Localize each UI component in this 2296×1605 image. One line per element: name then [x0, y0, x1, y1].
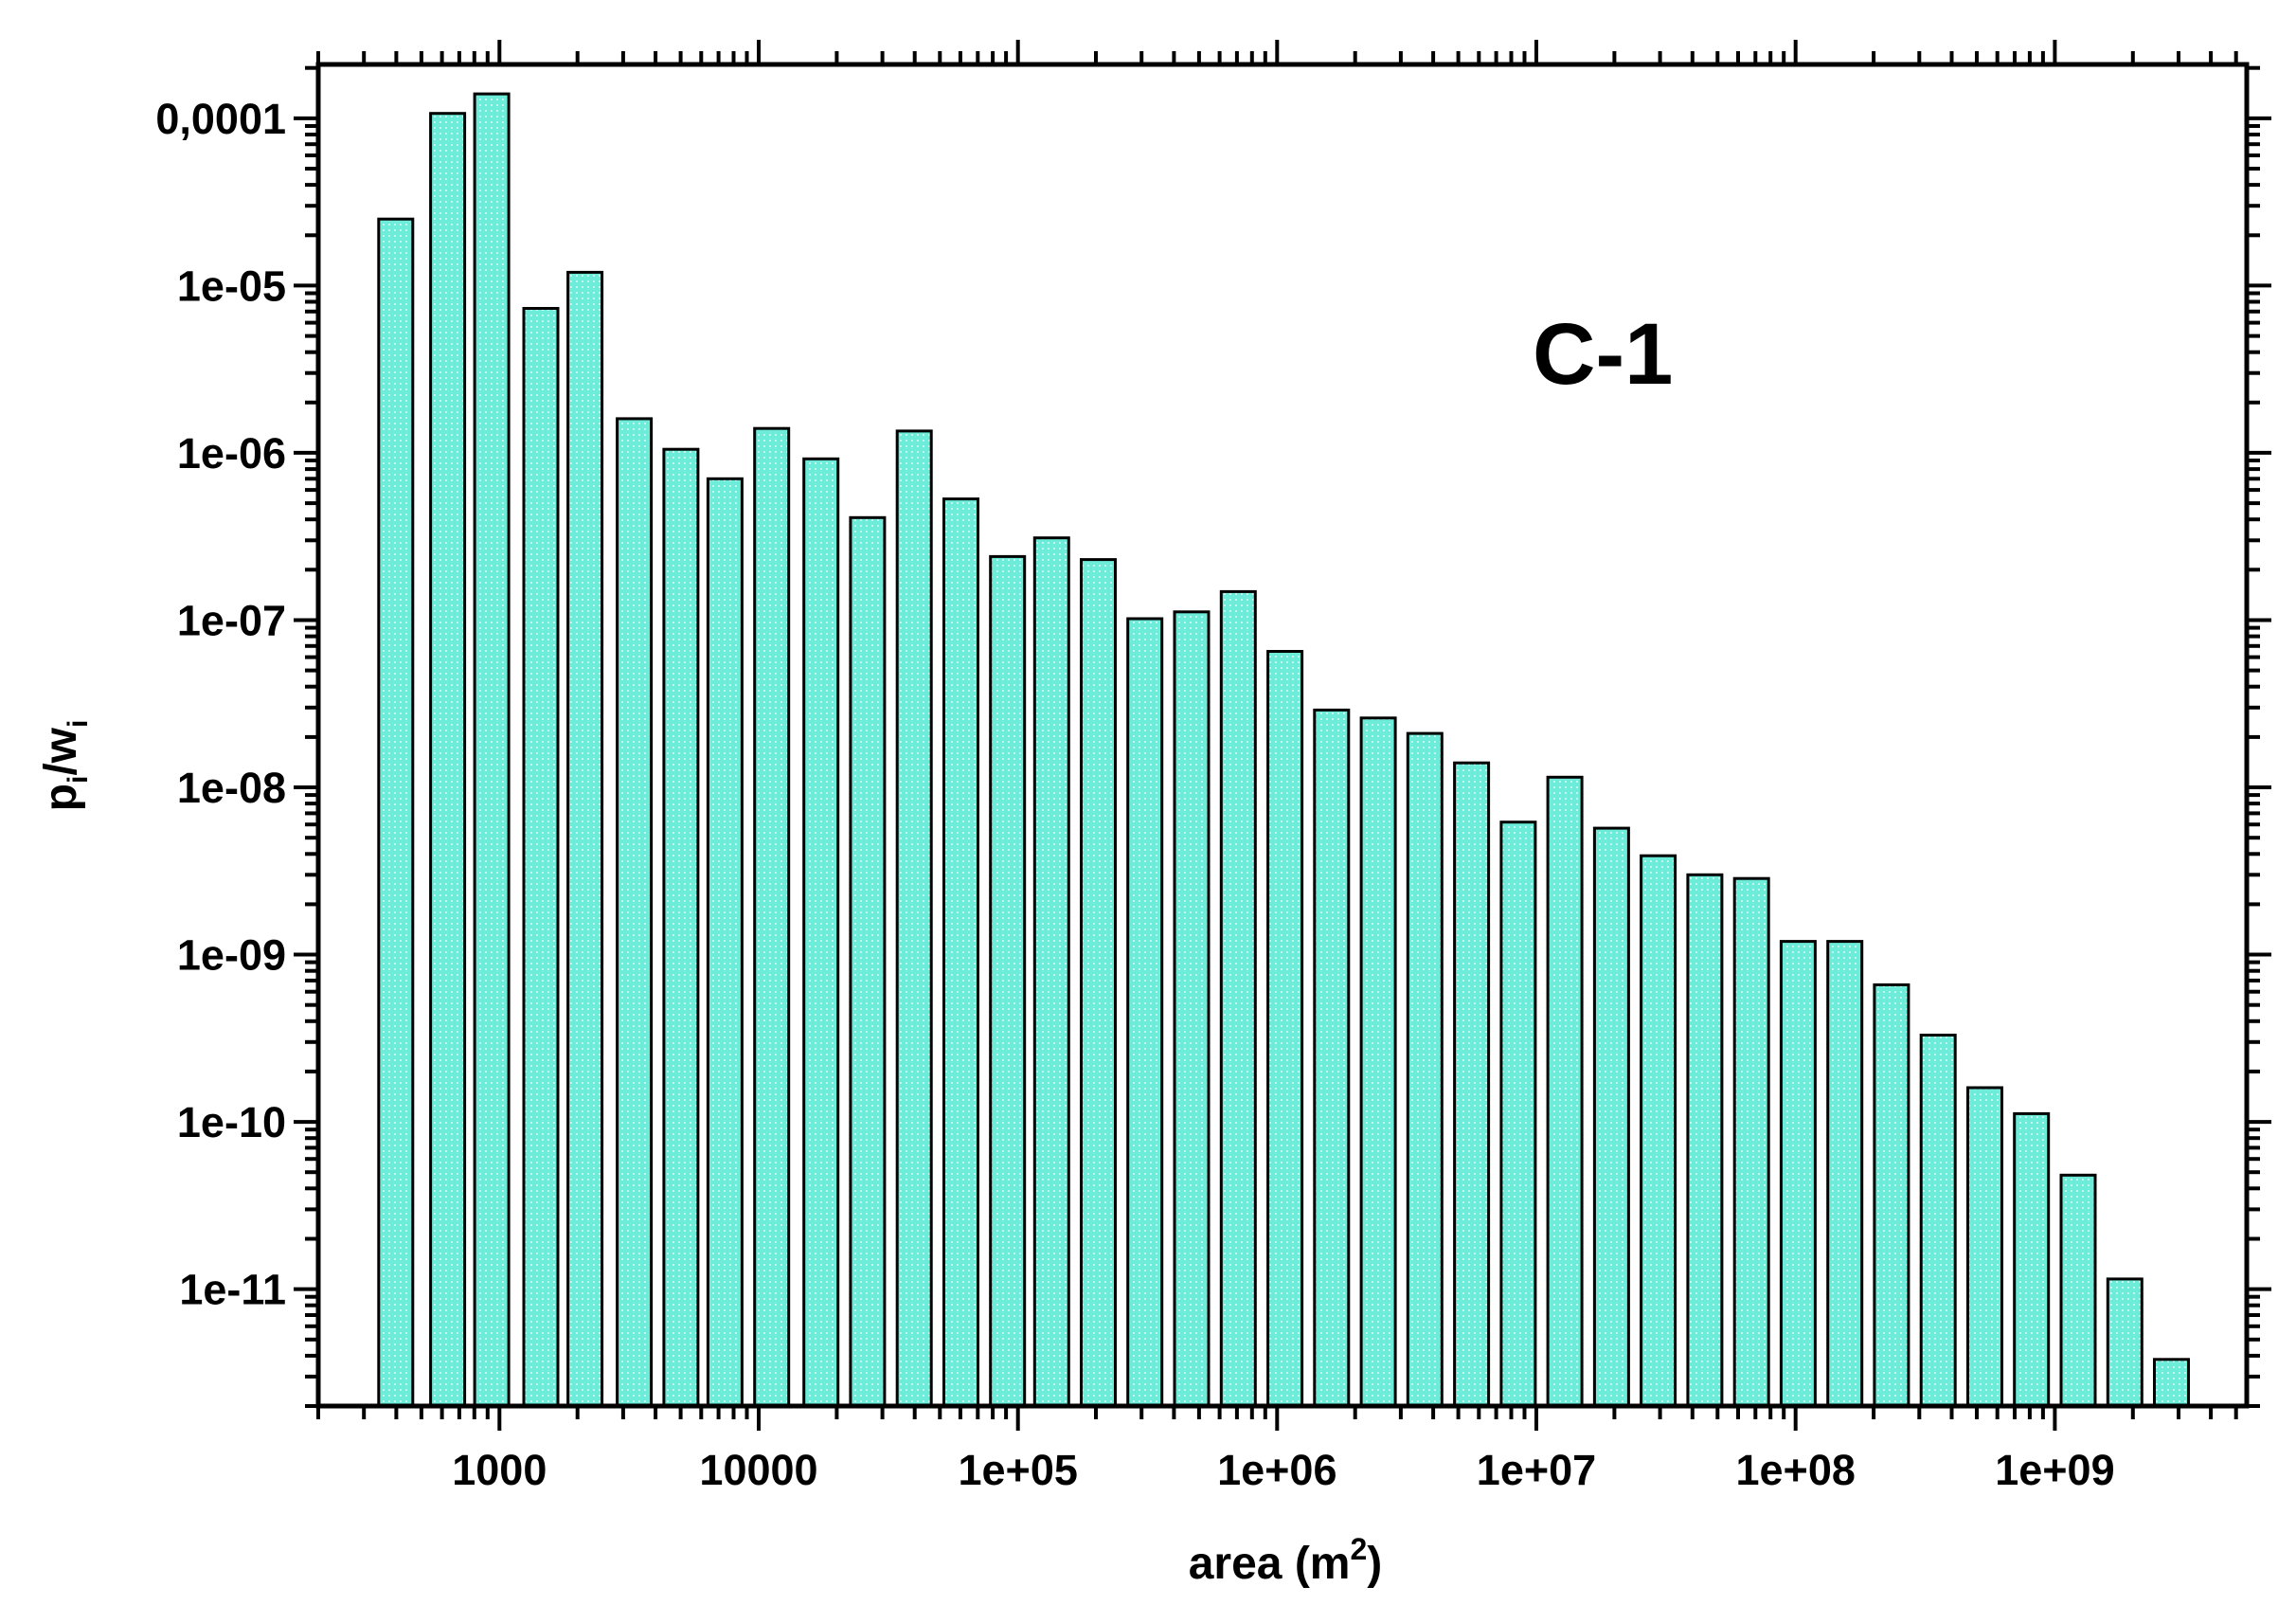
bar-23	[1406, 731, 1444, 1408]
x-tick-label: 10000	[699, 1446, 817, 1494]
y-tick-label: 1e-09	[177, 931, 286, 980]
bar-22	[1359, 716, 1397, 1408]
y-tick-label: 1e-10	[177, 1098, 286, 1146]
x-tick-labels: 1000 10000 1e+05 1e+06 1e+07 1e+08 1e+09	[452, 1446, 2114, 1494]
bar-28	[1640, 854, 1677, 1408]
y-axis-title-p: p	[36, 784, 86, 811]
bars-group	[377, 92, 2190, 1408]
y-tick-label: 1e-05	[177, 261, 286, 310]
bar-26	[1546, 775, 1584, 1408]
bar-10	[802, 457, 840, 1408]
bar-8	[706, 477, 744, 1408]
y-axis-title-sub2: i	[63, 720, 94, 728]
bar-27	[1592, 826, 1630, 1408]
y-tick-label: 0,0001	[155, 95, 286, 143]
bar-19	[1219, 589, 1257, 1408]
x-tick-label: 1e+07	[1477, 1446, 1596, 1494]
bar-21	[1313, 708, 1351, 1408]
bar-14	[989, 554, 1027, 1408]
x-tick-label: 1e+08	[1736, 1446, 1856, 1494]
y-axis-title-slash: /w	[36, 727, 86, 775]
plot-frame	[315, 62, 2250, 1409]
bar-36	[2013, 1111, 2051, 1408]
y-tick-label: 1e-08	[177, 764, 286, 812]
bar-20	[1266, 650, 1304, 1408]
bar-18	[1173, 610, 1211, 1408]
bar-24	[1453, 761, 1491, 1408]
bar-2	[429, 112, 467, 1408]
bar-32	[1826, 940, 1864, 1408]
bar-17	[1126, 617, 1164, 1408]
y-tick-label: 1e-11	[179, 1266, 286, 1314]
x-tick-label: 1e+06	[1217, 1446, 1336, 1494]
y-tick-labels: 0,0001 1e-05 1e-06 1e-07 1e-08 1e-09 1e-10 1e-1…	[155, 95, 286, 1314]
bar-16	[1080, 558, 1117, 1408]
bar-7	[662, 447, 700, 1408]
bar-15	[1032, 536, 1070, 1408]
bar-34	[1919, 1034, 1957, 1408]
bar-13	[942, 497, 979, 1408]
bar-12	[895, 429, 933, 1408]
bar-3	[473, 92, 511, 1408]
bar-11	[849, 515, 887, 1408]
x-tick-label: 1e+05	[959, 1446, 1078, 1494]
bar-9	[753, 426, 791, 1408]
x-axis-title-close: )	[1367, 1539, 1382, 1589]
x-tick-label: 1000	[452, 1446, 547, 1494]
bar-35	[1966, 1086, 2003, 1408]
x-tick-label: 1e+09	[1995, 1446, 2114, 1494]
bar-37	[2059, 1173, 2097, 1408]
bar-29	[1686, 873, 1724, 1408]
bar-33	[1873, 983, 1910, 1408]
bar-1	[377, 217, 415, 1408]
y-axis-title-sub1: i	[63, 776, 94, 784]
chart-annotation: C-1	[1533, 306, 1673, 403]
bar-30	[1732, 876, 1770, 1408]
y-tick-label: 1e-06	[177, 429, 286, 478]
x-axis-title-sup: 2	[1350, 1532, 1367, 1566]
x-axis-title-base: area (m	[1189, 1539, 1351, 1589]
bar-4	[522, 307, 560, 1408]
x-axis-title: area (m2)	[1189, 1532, 1383, 1589]
bar-25	[1499, 821, 1537, 1408]
bar-38	[2106, 1277, 2144, 1408]
bar-6	[616, 417, 654, 1408]
y-axis-title: pi/wi	[36, 720, 94, 812]
y-tick-label: 1e-07	[177, 597, 286, 645]
bar-39	[2153, 1358, 2190, 1408]
bar-5	[566, 270, 604, 1408]
bar-31	[1779, 940, 1817, 1408]
